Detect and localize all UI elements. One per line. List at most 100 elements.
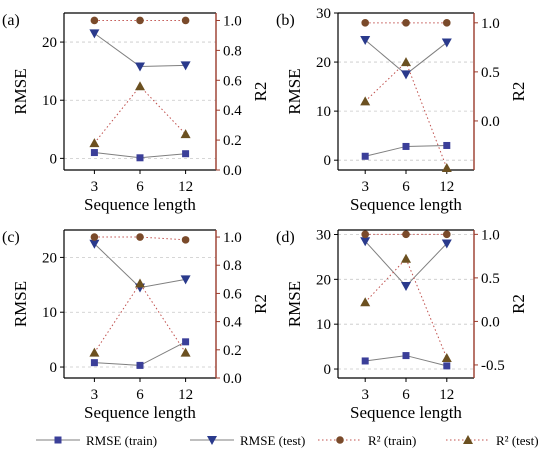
right-tick-label: 1.0: [223, 13, 242, 29]
x-tick-label: 6: [402, 179, 410, 195]
data-point: [360, 35, 371, 45]
x-tick-label: 3: [361, 387, 369, 403]
x-tick-label: 6: [402, 387, 410, 403]
right-tick-label: 0.8: [223, 43, 242, 59]
data-point: [136, 361, 144, 369]
legend-label: R² (test): [496, 433, 539, 448]
series-line: [93, 282, 187, 353]
left-tick-label: 20: [316, 55, 331, 71]
right-tick-label: 0.5: [481, 65, 500, 81]
panel-label: (d): [276, 229, 295, 246]
legend-swatch-marker: [463, 435, 473, 444]
data-point: [180, 61, 191, 71]
right-tick-label: 0.2: [223, 343, 242, 359]
left-tick-label: 20: [42, 35, 57, 51]
right-tick-label: 0.4: [223, 103, 242, 119]
x-axis-title: Sequence length: [350, 403, 462, 422]
series-line: [364, 257, 448, 359]
data-point: [443, 230, 451, 239]
left-tick-label: 0: [50, 151, 58, 167]
left-tick-label: 20: [42, 250, 57, 266]
panel-label: (b): [276, 12, 295, 29]
legend-swatch-marker: [54, 436, 62, 444]
data-point: [402, 352, 410, 360]
right-tick-label: 0.5: [481, 271, 500, 287]
data-point: [361, 357, 369, 365]
right-tick-label: 0.0: [481, 114, 500, 130]
data-point: [443, 141, 451, 149]
data-point: [136, 16, 144, 25]
data-point: [441, 38, 452, 48]
data-point: [90, 359, 98, 367]
data-point: [443, 19, 451, 27]
data-point: [402, 142, 410, 150]
data-point: [441, 352, 452, 362]
x-axis-title: Sequence length: [350, 195, 462, 214]
data-point: [180, 347, 191, 357]
data-point: [89, 29, 100, 39]
series-line: [94, 85, 186, 144]
right-tick-label: 1.0: [223, 230, 242, 246]
y-axis-title: RMSE: [11, 281, 30, 327]
data-point: [441, 239, 452, 249]
left-tick-label: 30: [316, 227, 331, 243]
data-point: [441, 163, 452, 173]
data-point: [402, 230, 410, 239]
data-point: [135, 81, 145, 91]
data-point: [181, 16, 190, 25]
y-axis-title: RMSE: [285, 68, 304, 114]
right-tick-label: 0.0: [223, 371, 242, 387]
data-point: [181, 236, 190, 244]
data-point: [135, 278, 145, 288]
right-tick-label: 0.0: [223, 163, 242, 179]
left-tick-label: 0: [50, 360, 58, 376]
data-point: [135, 62, 145, 72]
right-tick-label: 1.0: [481, 16, 500, 32]
right-tick-label: 0.8: [223, 258, 242, 274]
data-point: [361, 152, 369, 160]
right-tick-label: 0.0: [481, 314, 500, 330]
left-tick-label: 20: [316, 272, 331, 288]
data-point: [402, 19, 410, 27]
data-point: [89, 239, 100, 249]
x-tick-label: 12: [178, 179, 193, 195]
data-point: [401, 253, 411, 263]
series-line: [94, 341, 186, 366]
data-point: [361, 19, 370, 27]
data-point: [89, 138, 100, 148]
x-tick-label: 3: [361, 179, 369, 195]
data-point: [401, 70, 411, 80]
data-point: [182, 338, 190, 346]
data-point: [401, 282, 411, 292]
data-point: [361, 230, 370, 239]
series-line: [94, 236, 186, 241]
left-tick-label: 30: [316, 6, 331, 22]
x-tick-label: 3: [91, 179, 99, 195]
panel-label: (c): [2, 229, 20, 246]
left-tick-label: 10: [42, 305, 57, 321]
right-tick-label: 0.2: [223, 133, 242, 149]
legend-label: RMSE (test): [240, 433, 305, 448]
x-tick-label: 12: [439, 387, 454, 403]
y-axis-title: RMSE: [285, 281, 304, 327]
data-point: [90, 233, 99, 241]
legend-label: RMSE (train): [86, 433, 157, 448]
data-point: [136, 233, 144, 241]
left-tick-label: 10: [316, 317, 331, 333]
data-point: [360, 96, 371, 106]
data-point: [180, 275, 191, 285]
right-tick-label: -0.5: [481, 358, 505, 374]
right-tick-label: 0.6: [223, 286, 242, 302]
data-point: [182, 150, 190, 158]
legend-swatch-marker: [207, 436, 217, 445]
left-tick-label: 0: [324, 153, 332, 169]
right-tick-label: 1.0: [481, 227, 500, 243]
legend-label: R² (train): [368, 433, 416, 448]
series-line: [94, 32, 186, 68]
data-point: [360, 297, 371, 307]
